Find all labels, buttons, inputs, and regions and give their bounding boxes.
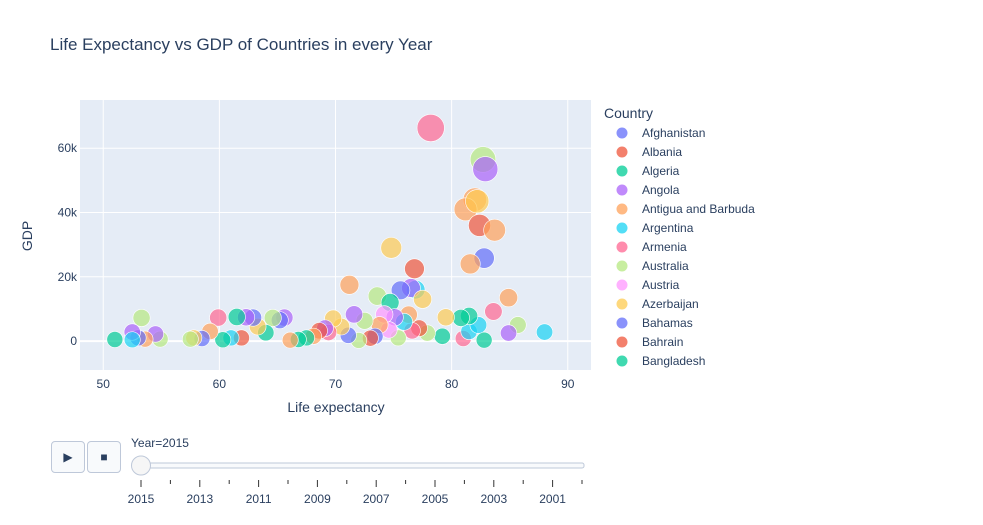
slider-handle[interactable] (131, 455, 151, 476)
data-point (436, 308, 455, 327)
legend-item-label[interactable]: Algeria (642, 164, 680, 178)
legend-item-label[interactable]: Bangladesh (642, 354, 705, 368)
data-point (380, 237, 403, 259)
legend-item-label[interactable]: Armenia (642, 240, 687, 254)
legend-item-label[interactable]: Angola (642, 183, 680, 197)
legend-marker (616, 146, 628, 158)
legend-marker (616, 203, 628, 215)
data-point (413, 289, 433, 309)
data-point (281, 331, 299, 349)
data-point (459, 253, 481, 275)
slider-tick-label: 2007 (363, 492, 390, 506)
data-point (209, 308, 228, 327)
legend-marker (616, 241, 628, 253)
x-tick-label: 50 (97, 377, 111, 391)
data-point (465, 189, 490, 214)
data-point (404, 258, 425, 279)
slider-current-label: Year=2015 (131, 436, 189, 450)
stop-button[interactable]: ■ (87, 441, 121, 473)
y-axis-title: GDP (19, 221, 35, 251)
slider-rail[interactable] (133, 462, 585, 469)
data-point (345, 305, 364, 324)
legend-item-label[interactable]: Argentina (642, 221, 694, 235)
legend-marker (616, 127, 628, 139)
legend-marker (616, 260, 628, 272)
x-tick-label: 90 (561, 377, 575, 391)
chart-title: Life Expectancy vs GDP of Countries in e… (50, 35, 433, 54)
data-point (483, 218, 506, 242)
y-tick-label: 0 (70, 334, 77, 348)
legend-marker (616, 336, 628, 348)
data-point (472, 156, 499, 182)
data-point (500, 324, 518, 342)
data-point (214, 331, 232, 349)
x-axis-title: Life expectancy (287, 399, 384, 415)
legend-marker (616, 298, 628, 310)
slider-tick-label: 2015 (128, 492, 155, 506)
data-point (475, 331, 493, 349)
legend-title: Country (604, 105, 653, 121)
slider-ticks: 2015 2013 2011 2009 2007 2005 2003 2001 (128, 480, 583, 506)
legend-item-label[interactable]: Albania (642, 145, 682, 159)
y-tick-label: 40k (58, 206, 78, 220)
data-point (123, 331, 141, 349)
legend-item-label[interactable]: Bahamas (642, 316, 693, 330)
data-point (227, 308, 246, 326)
legend-marker (616, 279, 628, 291)
data-point (339, 275, 360, 295)
x-tick-label: 70 (329, 377, 343, 391)
x-tick-label: 80 (445, 377, 459, 391)
data-point (499, 288, 519, 308)
legend-item-label[interactable]: Afghanistan (642, 126, 705, 140)
x-tick-label: 60 (213, 377, 227, 391)
data-point (132, 309, 151, 327)
data-point (390, 280, 411, 300)
slider-tick-label: 2001 (539, 492, 566, 506)
data-point (484, 302, 503, 321)
data-point (263, 309, 282, 327)
data-point (106, 331, 124, 348)
slider-tick-label: 2005 (422, 492, 449, 506)
legend-marker (616, 165, 628, 177)
y-tick-labels: 0 20k 40k 60k (58, 141, 78, 348)
legend-item-label[interactable]: Bahrain (642, 335, 683, 349)
slider-tick-label: 2011 (246, 492, 272, 506)
data-point (452, 309, 470, 327)
legend-marker (616, 184, 628, 196)
legend-item-label[interactable]: Australia (642, 259, 689, 273)
data-point (416, 113, 445, 142)
legend-item-label[interactable]: Antigua and Barbuda (642, 202, 755, 216)
slider-tick-label: 2003 (480, 492, 507, 506)
slider-tick-label: 2009 (304, 492, 331, 506)
legend-marker (616, 355, 628, 367)
data-point (181, 330, 199, 348)
legend[interactable]: Afghanistan Albania Algeria Angola Antigua a… (616, 126, 756, 368)
y-tick-label: 20k (58, 270, 78, 284)
x-tick-labels: 50 60 70 80 90 (97, 377, 575, 391)
legend-item-label[interactable]: Azerbaijan (642, 297, 699, 311)
slider-tick-label: 2013 (186, 492, 213, 506)
y-tick-label: 60k (58, 141, 78, 155)
legend-item-label[interactable]: Austria (642, 278, 680, 292)
data-point (433, 327, 451, 345)
play-button[interactable]: ▶ (51, 441, 85, 473)
data-points (106, 113, 554, 349)
legend-marker (616, 317, 628, 329)
data-point (536, 323, 554, 341)
legend-marker (616, 222, 628, 234)
